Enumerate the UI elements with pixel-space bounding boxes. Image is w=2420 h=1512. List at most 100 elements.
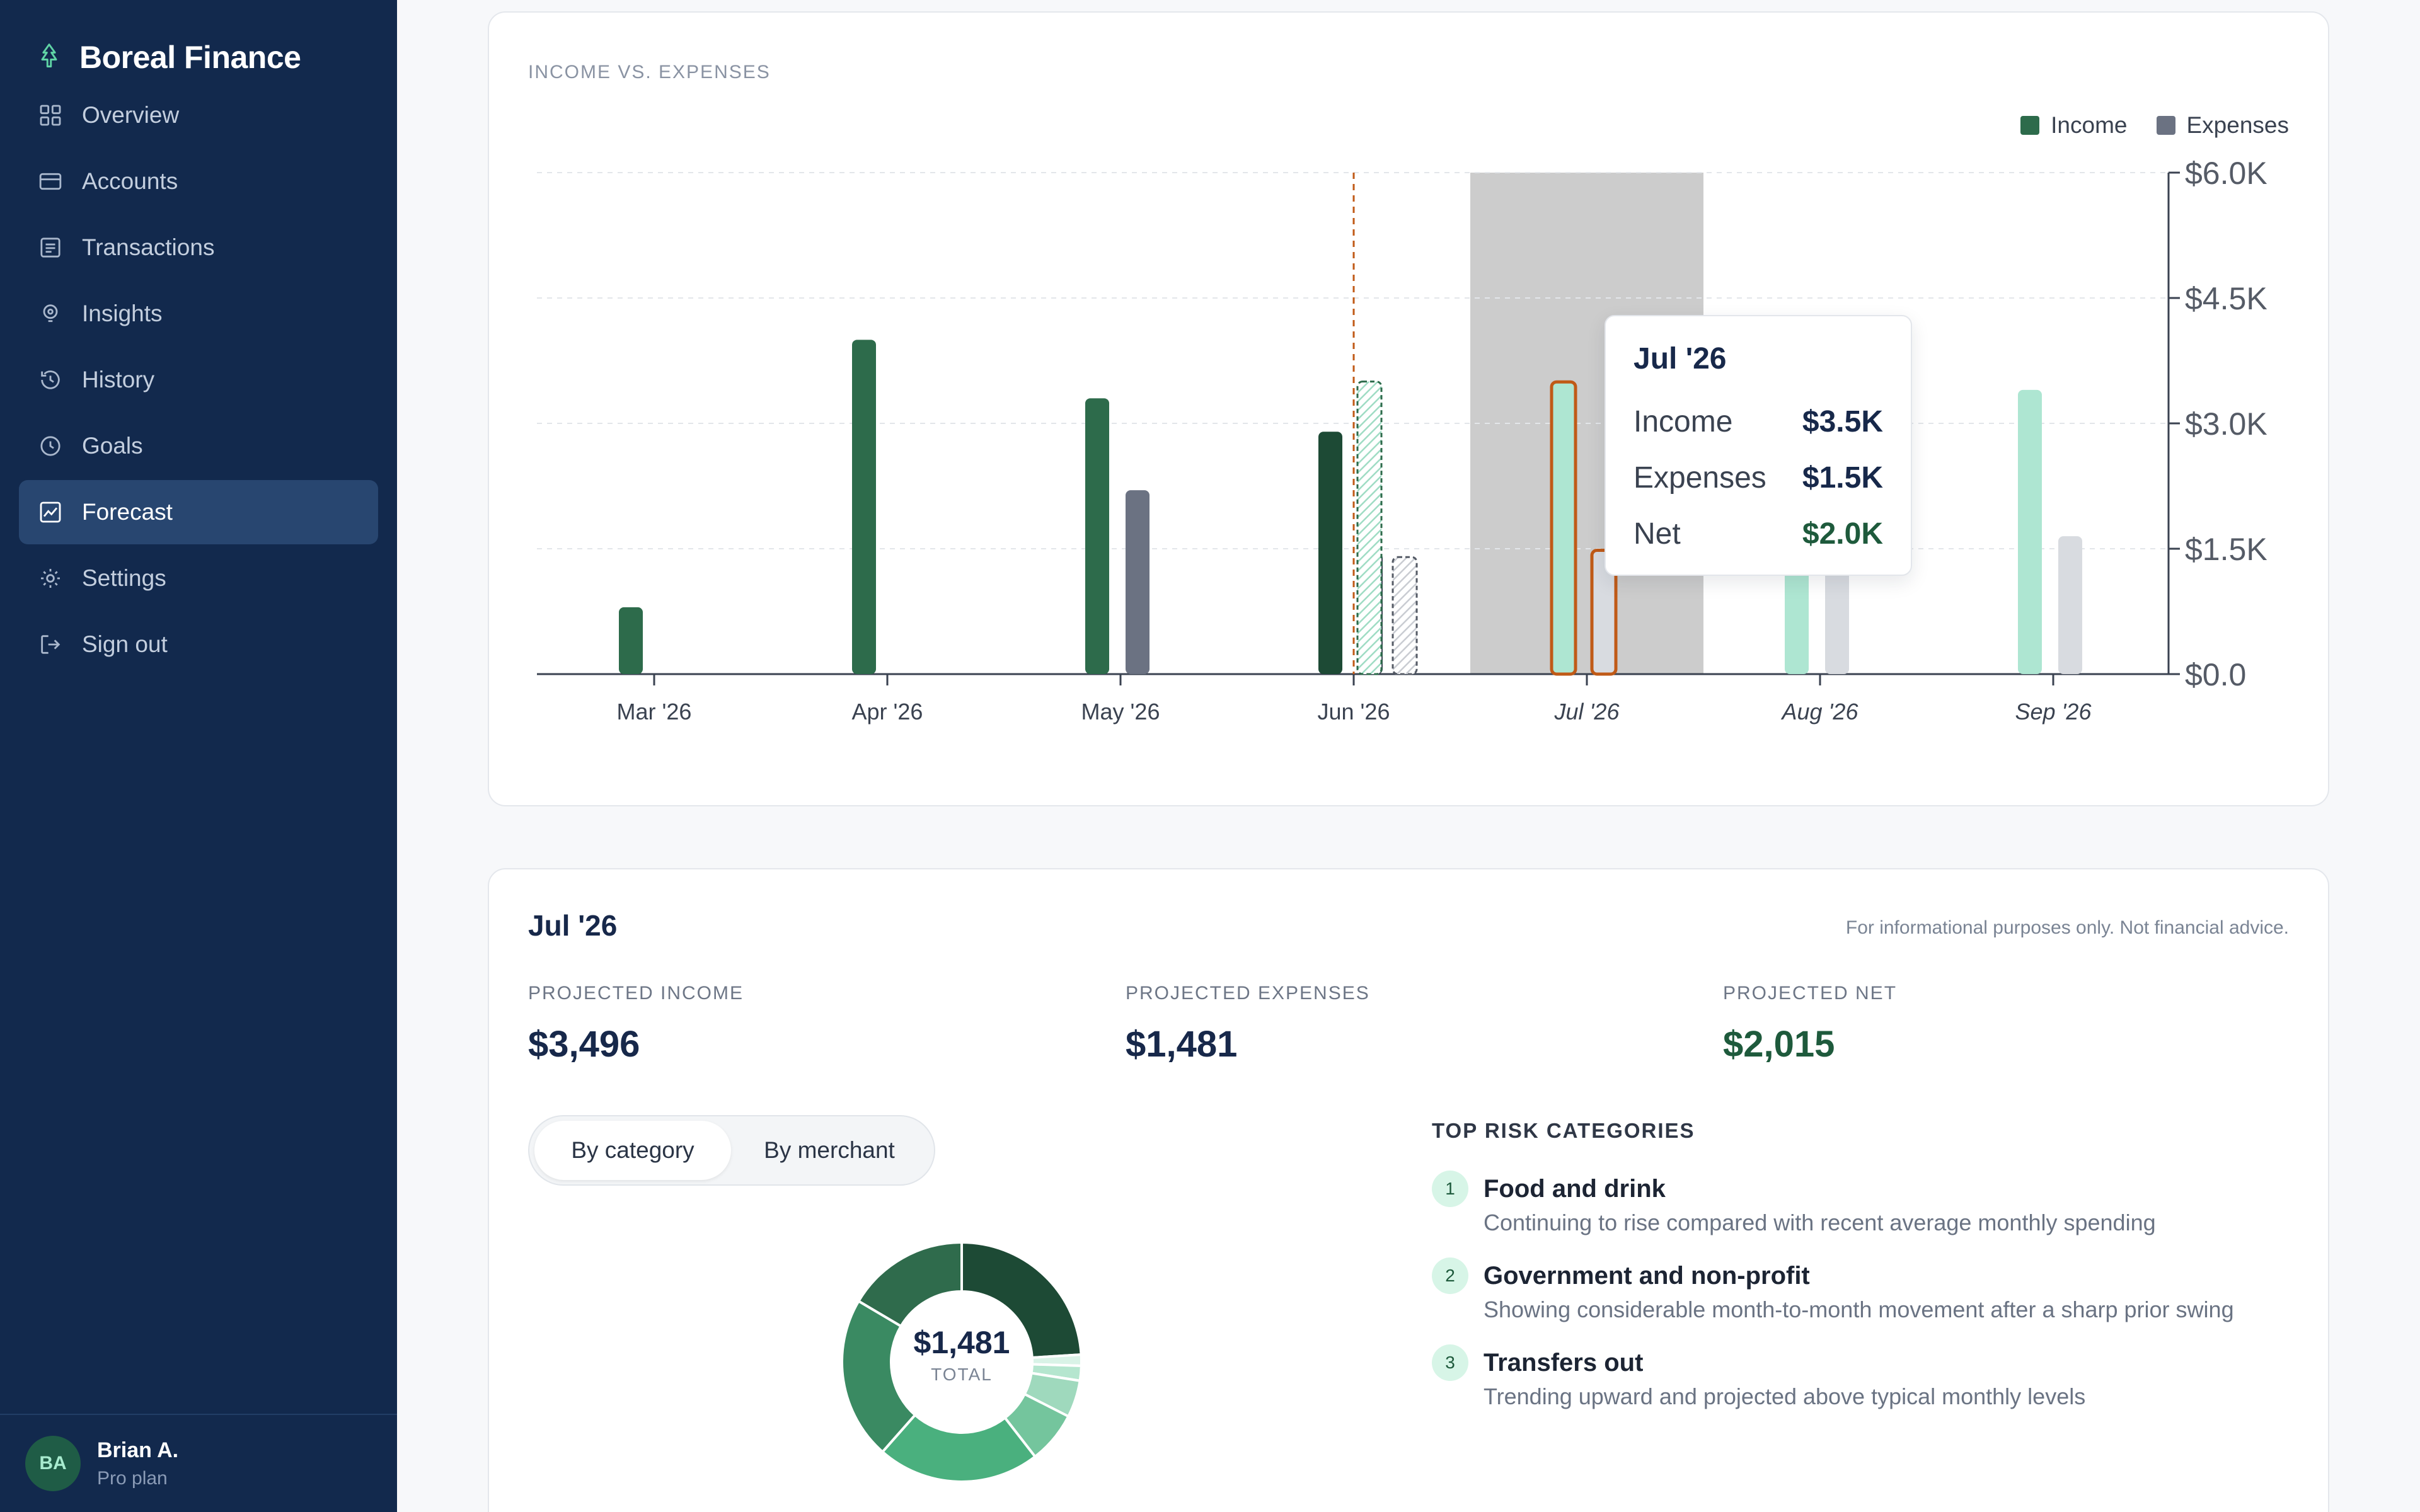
risk-item: 3 Transfers out Trending upward and proj…	[1432, 1344, 2251, 1412]
grid-icon	[38, 103, 63, 128]
tooltip-value: $2.0K	[1802, 517, 1883, 551]
sidebar-item-label: Settings	[82, 565, 166, 591]
risk-item: 2 Government and non-profit Showing cons…	[1432, 1257, 2251, 1326]
bar-income	[852, 340, 876, 674]
y-tick-label: $4.5K	[2185, 281, 2267, 316]
chart-legend: Income Expenses	[1991, 112, 2289, 139]
metric-label: PROJECTED NET	[1723, 983, 1898, 1004]
risk-title: Government and non-profit	[1484, 1262, 1810, 1290]
risk-title: Food and drink	[1484, 1175, 1666, 1203]
donut-total-label: TOTAL	[931, 1365, 993, 1384]
metric-projected-income: PROJECTED INCOME $3,496	[528, 983, 744, 1065]
sidebar-item-overview[interactable]: Overview	[19, 83, 378, 147]
y-tick-label: $6.0K	[2185, 156, 2267, 191]
x-tick-label: Sep '26	[2015, 699, 2092, 724]
risk-rank-badge: 1	[1432, 1171, 1468, 1207]
tooltip-row-expenses: Expenses $1.5K	[1634, 450, 1883, 506]
category-donut[interactable]: $1,481 TOTAL	[836, 1236, 1088, 1488]
disclaimer: For informational purposes only. Not fin…	[1845, 917, 2289, 938]
tooltip-label: Net	[1634, 517, 1681, 551]
legend-item-expenses[interactable]: Expenses	[2156, 112, 2289, 139]
card-icon	[38, 169, 63, 194]
chart-tooltip: Jul '26 Income $3.5K Expenses $1.5K Net …	[1605, 315, 1912, 576]
forecast-detail-card: Jul '26 For informational purposes only.…	[488, 868, 2329, 1512]
lightbulb-icon	[38, 301, 63, 326]
history-icon	[38, 367, 63, 392]
sidebar-item-label: Insights	[82, 301, 163, 326]
y-tick-label: $3.0K	[2185, 406, 2267, 442]
income-expenses-chart[interactable]: $0.0 $1.5K $3.0K $4.5K $6.0K Mar '26 Apr '26 Ma…	[489, 13, 2331, 808]
sidebar-item-sign-out[interactable]: Sign out	[19, 612, 378, 677]
sidebar-item-label: Sign out	[82, 631, 168, 657]
toggle-by-merchant[interactable]: By merchant	[764, 1137, 895, 1163]
risk-title: Transfers out	[1484, 1349, 1644, 1377]
sidebar-item-history[interactable]: History	[19, 348, 378, 412]
y-tick-label: $0.0	[2185, 657, 2246, 692]
bar-expenses	[1126, 490, 1150, 674]
sidebar-item-label: Accounts	[82, 168, 178, 194]
metric-label: PROJECTED INCOME	[528, 983, 744, 1004]
bar-expenses-partial	[1392, 556, 1418, 675]
sidebar-item-forecast[interactable]: Forecast	[19, 480, 378, 544]
sidebar-nav: Overview Accounts Transactions Insights	[19, 83, 378, 679]
breakdown-toggle: By category By merchant	[528, 1115, 935, 1186]
tooltip-label: Income	[1634, 405, 1733, 438]
clock-icon	[38, 433, 63, 459]
legend-label: Income	[2051, 112, 2128, 138]
metric-value: $2,015	[1723, 1024, 1835, 1065]
sidebar-item-transactions[interactable]: Transactions	[19, 215, 378, 280]
bar-income	[2018, 389, 2042, 674]
risk-list: 1 Food and drink Continuing to rise comp…	[1432, 1171, 2251, 1431]
tooltip-title: Jul '26	[1634, 342, 1727, 375]
user-plan: Pro plan	[97, 1467, 168, 1489]
sidebar-item-accounts[interactable]: Accounts	[19, 149, 378, 214]
y-tick-label: $1.5K	[2185, 532, 2267, 567]
tree-icon	[35, 42, 79, 73]
bar-income	[619, 607, 643, 674]
sidebar-item-label: Transactions	[82, 234, 215, 260]
detail-title: Jul '26	[528, 909, 618, 942]
sign-out-icon	[38, 632, 63, 657]
sidebar-item-label: Goals	[82, 433, 143, 459]
sidebar-item-insights[interactable]: Insights	[19, 282, 378, 346]
x-tick-label: May '26	[1081, 699, 1160, 724]
donut-segment[interactable]	[880, 1413, 1037, 1483]
chart-line-icon	[38, 500, 63, 525]
donut-segment[interactable]	[960, 1240, 1083, 1360]
x-tick-label: Mar '26	[617, 699, 692, 724]
tooltip-value: $3.5K	[1802, 405, 1883, 438]
tooltip-row-net: Net $2.0K	[1634, 506, 1883, 562]
toggle-by-category[interactable]: By category	[534, 1121, 731, 1180]
risk-rank-badge: 3	[1432, 1344, 1468, 1381]
donut-segment[interactable]	[856, 1240, 963, 1328]
user-name: Brian A.	[97, 1438, 179, 1462]
donut-chart[interactable]	[836, 1236, 1088, 1488]
legend-swatch-income	[2020, 116, 2040, 135]
gear-icon	[38, 566, 63, 591]
x-tick-label: Apr '26	[852, 699, 923, 724]
list-icon	[38, 235, 63, 260]
bar-expenses	[1590, 549, 1618, 676]
risk-description: Trending upward and projected above typi…	[1484, 1383, 2086, 1409]
brand-name: Boreal Finance	[79, 40, 301, 75]
brand[interactable]: Boreal Finance	[35, 35, 301, 79]
bar-income	[1318, 432, 1342, 674]
tooltip-value: $1.5K	[1802, 461, 1883, 495]
donut-segment[interactable]	[841, 1299, 917, 1454]
avatar: BA	[25, 1436, 81, 1491]
sidebar-item-label: Forecast	[82, 499, 173, 525]
user-profile[interactable]: BA Brian A. Pro plan	[0, 1414, 397, 1512]
legend-item-income[interactable]: Income	[2020, 112, 2128, 139]
x-tick-label: Jun '26	[1318, 699, 1390, 724]
x-tick-label: Jul '26	[1554, 699, 1620, 724]
bar-income-partial	[1356, 381, 1383, 675]
tooltip-row-income: Income $3.5K	[1634, 394, 1883, 450]
x-tick-label: Aug '26	[1781, 699, 1859, 724]
metric-value: $1,481	[1126, 1024, 1238, 1065]
sidebar-item-settings[interactable]: Settings	[19, 546, 378, 610]
sidebar-item-label: History	[82, 367, 155, 392]
sidebar-item-goals[interactable]: Goals	[19, 414, 378, 478]
bar-income	[1085, 398, 1109, 674]
metric-label: PROJECTED EXPENSES	[1126, 983, 1370, 1004]
risk-item: 1 Food and drink Continuing to rise comp…	[1432, 1171, 2251, 1239]
